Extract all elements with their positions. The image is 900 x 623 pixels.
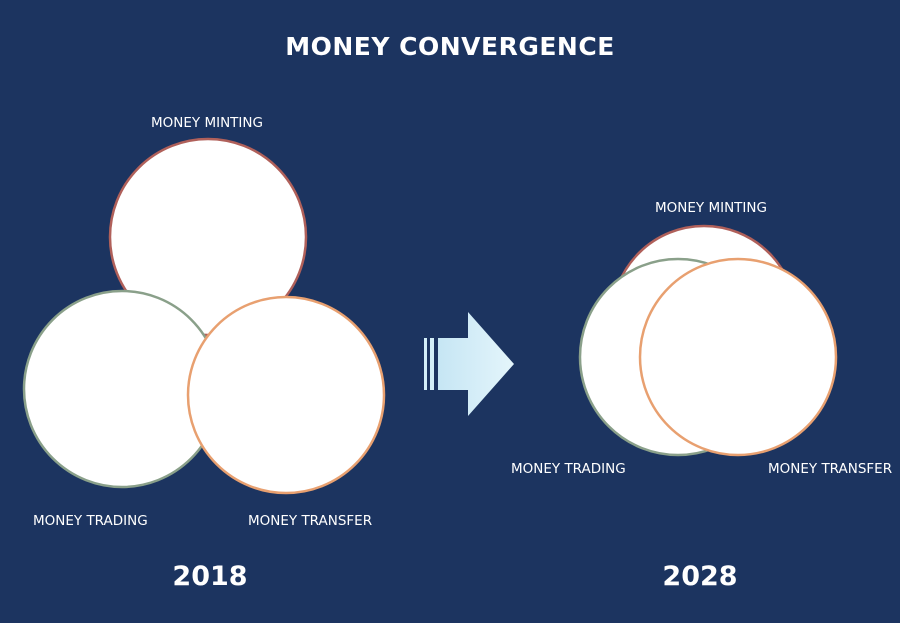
- venn-2028: [578, 224, 838, 457]
- venn-2018: [22, 137, 386, 495]
- circle-money-transfer-2028: [638, 257, 838, 457]
- label-money-trading-2018: MONEY TRADING: [33, 513, 148, 529]
- circle-money-transfer-2018: [186, 295, 386, 495]
- right-arrow-icon: [424, 312, 514, 416]
- year-label-2018: 2018: [172, 561, 248, 592]
- label-money-minting-2018: MONEY MINTING: [151, 115, 263, 131]
- label-money-transfer-2028: MONEY TRANSFER: [768, 461, 893, 477]
- diagram-title: MONEY CONVERGENCE: [285, 32, 615, 61]
- label-money-minting-2028: MONEY MINTING: [655, 200, 767, 216]
- year-label-2028: 2028: [662, 561, 738, 592]
- label-money-transfer-2018: MONEY TRANSFER: [248, 513, 373, 529]
- label-money-trading-2028: MONEY TRADING: [511, 461, 626, 477]
